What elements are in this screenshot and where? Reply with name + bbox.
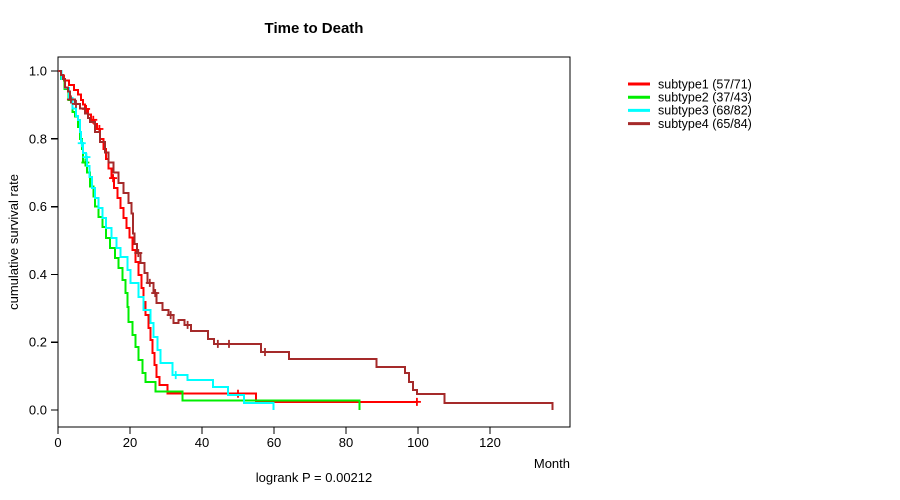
legend-item: subtype2 (37/43) xyxy=(628,91,752,105)
legend-item: subtype4 (65/84) xyxy=(628,117,752,131)
y-tick-label: 0.6 xyxy=(29,199,47,214)
x-tick-label: 40 xyxy=(195,435,209,450)
y-axis-label: cumulative survival rate xyxy=(6,174,21,310)
y-tick-label: 0.2 xyxy=(29,335,47,350)
y-tick-label: 0.4 xyxy=(29,267,47,282)
legend-item: subtype3 (68/82) xyxy=(628,104,752,118)
legend-item: subtype1 (57/71) xyxy=(628,77,752,91)
legend-label: subtype3 (68/82) xyxy=(658,104,752,118)
x-tick-label: 100 xyxy=(407,435,429,450)
x-tick-label: 80 xyxy=(339,435,353,450)
legend-label: subtype4 (65/84) xyxy=(658,117,752,131)
plot-box xyxy=(57,56,571,428)
x-tick-label: 120 xyxy=(479,435,501,450)
legend-label: subtype2 (37/43) xyxy=(658,91,752,105)
survival-curve-subtype3 xyxy=(58,70,275,410)
axes: 0 20 40 60 80 100 120 0.0 0.2 0.4 0.6 0.8 1.0 xyxy=(29,56,571,450)
survival-curve-subtype1 xyxy=(58,70,417,403)
x-tick-label: 60 xyxy=(267,435,281,450)
x-tick-label: 20 xyxy=(123,435,137,450)
y-tick-label: 0.0 xyxy=(29,403,47,418)
annotation-logrank: logrank P = 0.00212 xyxy=(256,470,373,485)
legend-label: subtype1 (57/71) xyxy=(658,77,752,91)
x-tick-label: 0 xyxy=(54,435,61,450)
x-axis-label: Month xyxy=(534,456,570,471)
legend: subtype1 (57/71)subtype2 (37/43)subtype3… xyxy=(628,77,752,131)
series-subtype3 xyxy=(58,70,275,410)
chart-title: Time to Death xyxy=(265,20,364,37)
survival-curves xyxy=(58,70,554,410)
y-tick-label: 0.8 xyxy=(29,131,47,146)
series-subtype4 xyxy=(58,70,554,410)
y-tick-label: 1.0 xyxy=(29,64,47,79)
